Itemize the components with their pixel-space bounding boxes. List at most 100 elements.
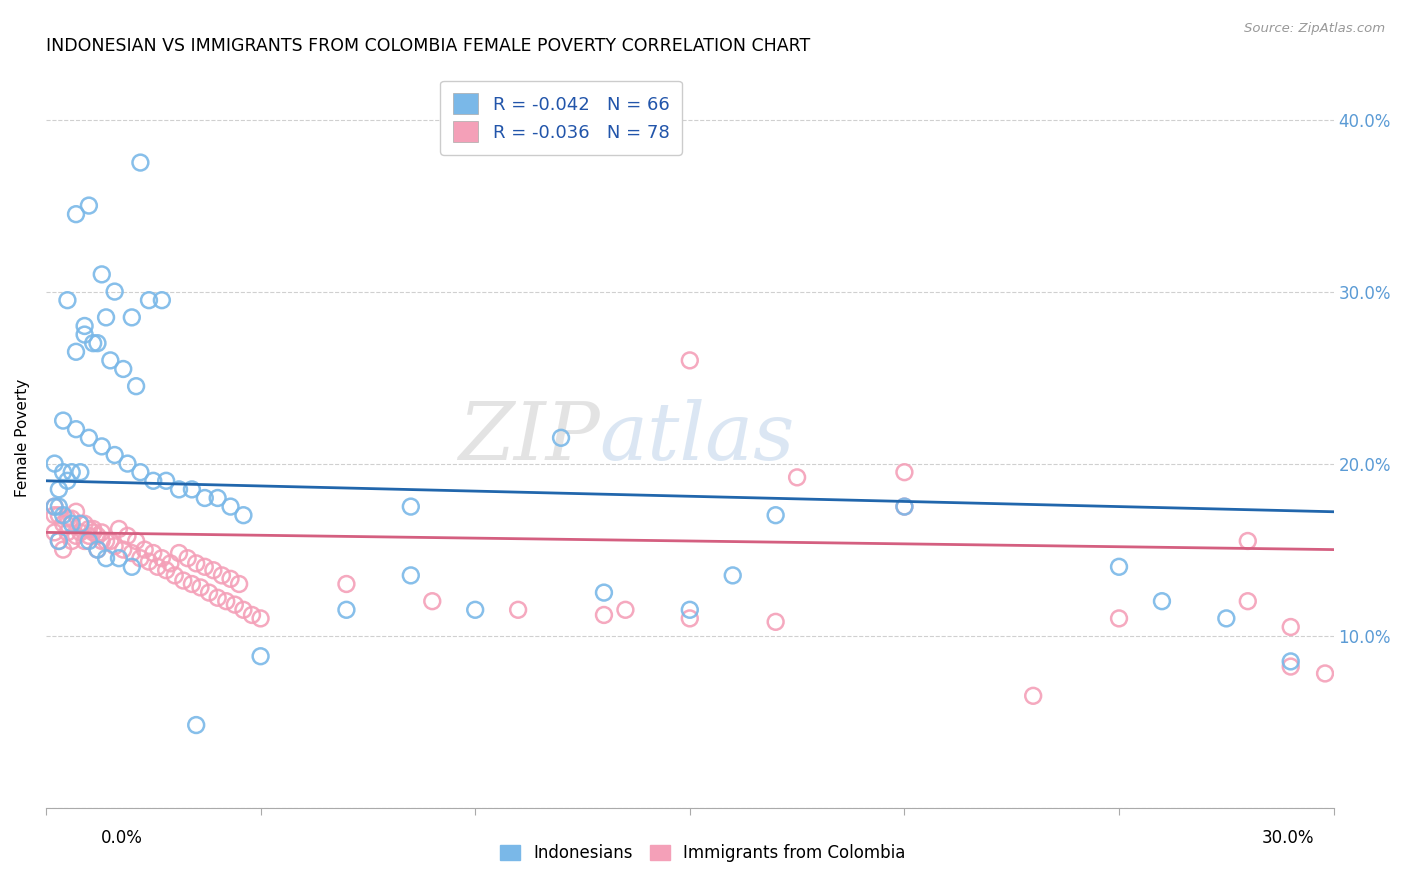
Point	[125, 379, 148, 393]
Point	[163, 568, 186, 582]
Point	[121, 310, 143, 325]
Point	[180, 577, 202, 591]
Point	[77, 522, 100, 536]
Point	[56, 474, 79, 488]
Point	[90, 533, 112, 548]
Point	[399, 568, 422, 582]
Point	[335, 577, 357, 591]
Point	[1108, 559, 1130, 574]
Point	[73, 318, 96, 333]
Point	[1279, 620, 1302, 634]
Text: ZIP: ZIP	[458, 399, 600, 476]
Point	[44, 500, 66, 514]
Point	[73, 533, 96, 548]
Text: INDONESIAN VS IMMIGRANTS FROM COLOMBIA FEMALE POVERTY CORRELATION CHART: INDONESIAN VS IMMIGRANTS FROM COLOMBIA F…	[46, 37, 810, 55]
Point	[198, 585, 221, 599]
Point	[60, 511, 83, 525]
Point	[219, 572, 242, 586]
Point	[155, 474, 177, 488]
Point	[765, 615, 787, 629]
Point	[94, 310, 117, 325]
Point	[142, 474, 165, 488]
Point	[90, 439, 112, 453]
Point	[893, 465, 915, 479]
Point	[211, 568, 233, 582]
Point	[69, 516, 91, 531]
Point	[90, 268, 112, 282]
Y-axis label: Female Poverty: Female Poverty	[15, 379, 30, 497]
Point	[240, 607, 263, 622]
Point	[44, 525, 66, 540]
Point	[593, 607, 616, 622]
Point	[73, 516, 96, 531]
Point	[112, 542, 135, 557]
Point	[786, 470, 808, 484]
Point	[194, 559, 217, 574]
Point	[186, 557, 208, 571]
Point	[65, 207, 87, 221]
Point	[679, 353, 702, 368]
Point	[1279, 659, 1302, 673]
Point	[98, 353, 121, 368]
Point	[180, 483, 202, 497]
Point	[82, 522, 104, 536]
Point	[56, 293, 79, 308]
Point	[104, 285, 127, 299]
Point	[56, 525, 79, 540]
Point	[60, 465, 83, 479]
Point	[121, 559, 143, 574]
Point	[112, 362, 135, 376]
Point	[194, 491, 217, 505]
Point	[129, 465, 152, 479]
Point	[150, 551, 173, 566]
Point	[73, 327, 96, 342]
Point	[1236, 594, 1258, 608]
Point	[893, 500, 915, 514]
Point	[44, 457, 66, 471]
Point	[186, 718, 208, 732]
Point	[86, 529, 108, 543]
Point	[167, 546, 190, 560]
Point	[1215, 611, 1237, 625]
Point	[48, 533, 70, 548]
Point	[150, 293, 173, 308]
Legend: Indonesians, Immigrants from Colombia: Indonesians, Immigrants from Colombia	[492, 836, 914, 871]
Point	[65, 422, 87, 436]
Point	[134, 542, 156, 557]
Point	[69, 465, 91, 479]
Point	[207, 491, 229, 505]
Point	[48, 508, 70, 523]
Point	[129, 155, 152, 169]
Point	[108, 522, 131, 536]
Point	[593, 585, 616, 599]
Point	[232, 603, 254, 617]
Point	[142, 546, 165, 560]
Point	[117, 529, 139, 543]
Point	[176, 551, 198, 566]
Point	[190, 581, 212, 595]
Point	[69, 516, 91, 531]
Point	[138, 555, 160, 569]
Point	[138, 293, 160, 308]
Point	[48, 500, 70, 514]
Text: atlas: atlas	[600, 399, 794, 476]
Point	[167, 483, 190, 497]
Point	[94, 533, 117, 548]
Point	[219, 500, 242, 514]
Point	[420, 594, 443, 608]
Point	[48, 533, 70, 548]
Point	[65, 344, 87, 359]
Point	[77, 198, 100, 212]
Point	[1279, 654, 1302, 668]
Point	[508, 603, 530, 617]
Point	[52, 508, 75, 523]
Point	[98, 533, 121, 548]
Point	[224, 598, 246, 612]
Point	[86, 542, 108, 557]
Point	[125, 533, 148, 548]
Text: Source: ZipAtlas.com: Source: ZipAtlas.com	[1244, 22, 1385, 36]
Point	[60, 516, 83, 531]
Point	[155, 563, 177, 577]
Point	[69, 525, 91, 540]
Point	[464, 603, 486, 617]
